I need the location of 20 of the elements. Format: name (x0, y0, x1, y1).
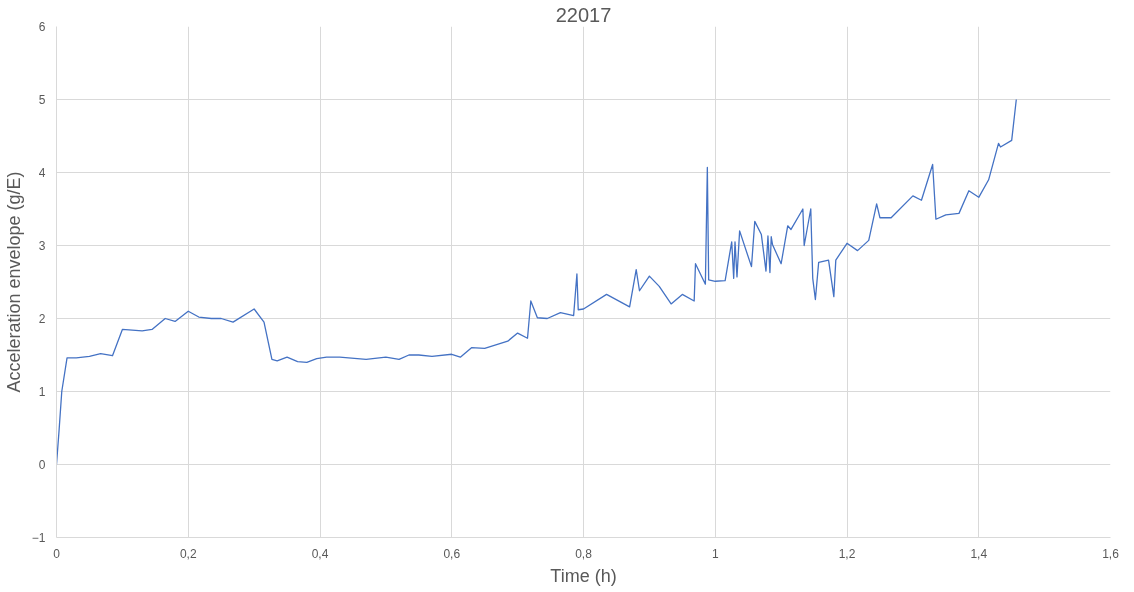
x-tick-label: 1 (711, 546, 719, 561)
x-tick-label: 0,2 (179, 546, 197, 561)
x-tick-label: 0,8 (575, 546, 593, 561)
y-tick-label: 6 (38, 20, 46, 34)
x-tick-label: 1,4 (970, 546, 988, 561)
chart-title: 22017 (555, 3, 612, 26)
y-tick-label: 4 (38, 166, 46, 180)
x-tick-label: 1,2 (838, 546, 856, 561)
y-tick-label: 2 (38, 312, 46, 326)
x-tick-label: 0 (53, 546, 61, 561)
x-axis-title: Time (h) (550, 565, 617, 586)
x-tick-label: 0,4 (311, 546, 329, 561)
y-tick-label: 5 (38, 93, 46, 107)
y-tick-label: −1 (31, 531, 46, 545)
y-tick-label: 0 (38, 458, 46, 472)
y-axis-title: Acceleration envelope (g/E) (3, 171, 24, 393)
y-tick-label: 1 (38, 385, 46, 399)
y-tick-label: 3 (38, 239, 46, 253)
x-tick-label: 1,6 (1102, 546, 1120, 561)
x-tick-label: 0,6 (443, 546, 461, 561)
